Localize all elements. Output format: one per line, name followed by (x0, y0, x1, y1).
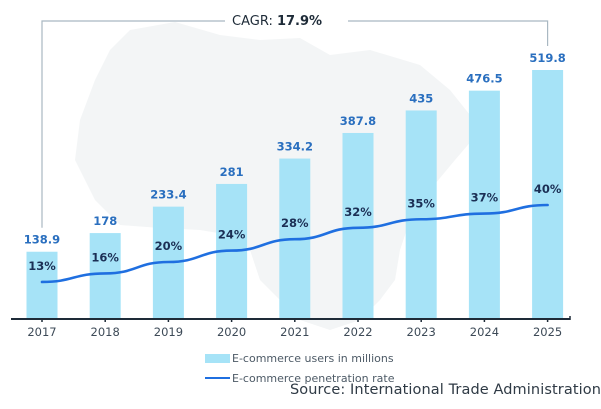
x-tick-label-2019: 2019 (154, 325, 183, 339)
bar-value-label-2023: 435 (409, 91, 433, 105)
cagr-value: 17.9% (277, 14, 322, 29)
pct-label-2020: 24% (218, 228, 246, 242)
pct-label-2017: 13% (28, 259, 56, 273)
pct-label-2021: 28% (281, 216, 309, 230)
bar-2024 (468, 90, 500, 318)
bar-2018 (89, 233, 121, 318)
cagr-bracket-left (41, 20, 225, 228)
pct-label-2019: 20% (155, 239, 183, 253)
x-tick-label-2023: 2023 (407, 325, 436, 339)
x-tick-label-2020: 2020 (217, 325, 246, 339)
bar-2025 (532, 70, 564, 318)
cagr-annotation: CAGR: 17.9% (232, 14, 322, 29)
bar-2017 (26, 251, 58, 318)
data-labels: 138.9 178 233.4 281 334.2 387.8 435 476.5 519.8 1… (24, 51, 566, 273)
x-tick-label-2022: 2022 (343, 325, 372, 339)
bar-value-label-2025: 519.8 (529, 51, 565, 65)
bar-value-label-2024: 476.5 (466, 72, 502, 86)
legend-label-penetration: E-commerce penetration rate (232, 371, 395, 385)
x-tick-label-2021: 2021 (280, 325, 309, 339)
pct-label-2025: 40% (534, 182, 562, 196)
cagr-bracket-right (348, 20, 549, 46)
x-tick-label-2024: 2024 (470, 325, 499, 339)
pct-label-2018: 16% (91, 250, 119, 264)
bar-value-label-2018: 178 (93, 214, 117, 228)
x-tick-label-2018: 2018 (91, 325, 120, 339)
legend-line-swatch (205, 376, 230, 380)
bar-value-label-2022: 387.8 (340, 114, 376, 128)
pct-label-2024: 37% (471, 191, 499, 205)
penetration-line (40, 203, 549, 284)
bar-2023 (405, 110, 437, 318)
x-tick-label-2017: 2017 (27, 325, 56, 339)
bar-value-label-2021: 334.2 (277, 140, 313, 154)
source-caption: Source: International Trade Administrati… (289, 382, 601, 398)
pct-label-2022: 32% (344, 205, 372, 219)
bar-value-label-2020: 281 (220, 165, 244, 179)
cagr-bracket (41, 20, 549, 228)
pct-label-2023: 35% (407, 196, 435, 210)
legend-label-users: E-commerce users in millions (232, 351, 394, 365)
bar-value-label-2017: 138.9 (24, 233, 60, 247)
x-tick-label-2025: 2025 (533, 325, 562, 339)
legend: E-commerce users in millions E-commerce … (205, 348, 394, 388)
cagr-prefix: CAGR: (232, 14, 277, 29)
bar-2022 (342, 132, 374, 318)
legend-item-penetration: E-commerce penetration rate (205, 368, 394, 388)
penetration-line-path (40, 203, 549, 284)
legend-bar-swatch (205, 353, 230, 363)
bar-value-label-2019: 233.4 (150, 188, 186, 202)
x-axis: 2017 2018 2019 2020 2021 2022 2023 2024 2025 (11, 316, 571, 339)
legend-item-users: E-commerce users in millions (205, 348, 394, 368)
